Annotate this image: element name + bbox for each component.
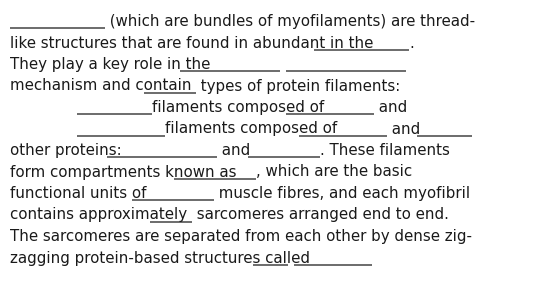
Text: zagging protein-based structures called: zagging protein-based structures called <box>10 251 315 265</box>
Text: The sarcomeres are separated from each other by dense zig-: The sarcomeres are separated from each o… <box>10 229 472 244</box>
Text: functional units of: functional units of <box>10 186 151 201</box>
Text: . These filaments: . These filaments <box>320 143 450 158</box>
Text: other proteins:: other proteins: <box>10 143 126 158</box>
Text: like structures that are found in abundant in the: like structures that are found in abunda… <box>10 35 378 50</box>
Text: sarcomeres arranged end to end.: sarcomeres arranged end to end. <box>192 207 449 222</box>
Text: muscle fibres, and each myofibril: muscle fibres, and each myofibril <box>214 186 470 201</box>
Text: types of protein filaments:: types of protein filaments: <box>196 79 400 93</box>
Text: They play a key role in the: They play a key role in the <box>10 57 215 72</box>
Text: and: and <box>217 143 255 158</box>
Text: filaments composed of: filaments composed of <box>152 100 329 115</box>
Text: , which are the basic: , which are the basic <box>256 164 412 180</box>
Text: .: . <box>409 35 413 50</box>
Text: (which are bundles of myofilaments) are thread-: (which are bundles of myofilaments) are … <box>105 14 475 29</box>
Text: form compartments known as: form compartments known as <box>10 164 241 180</box>
Text: mechanism and contain: mechanism and contain <box>10 79 196 93</box>
Text: and: and <box>374 100 407 115</box>
Text: filaments composed of: filaments composed of <box>165 122 342 137</box>
Text: contains approximately: contains approximately <box>10 207 192 222</box>
Text: and: and <box>387 122 425 137</box>
